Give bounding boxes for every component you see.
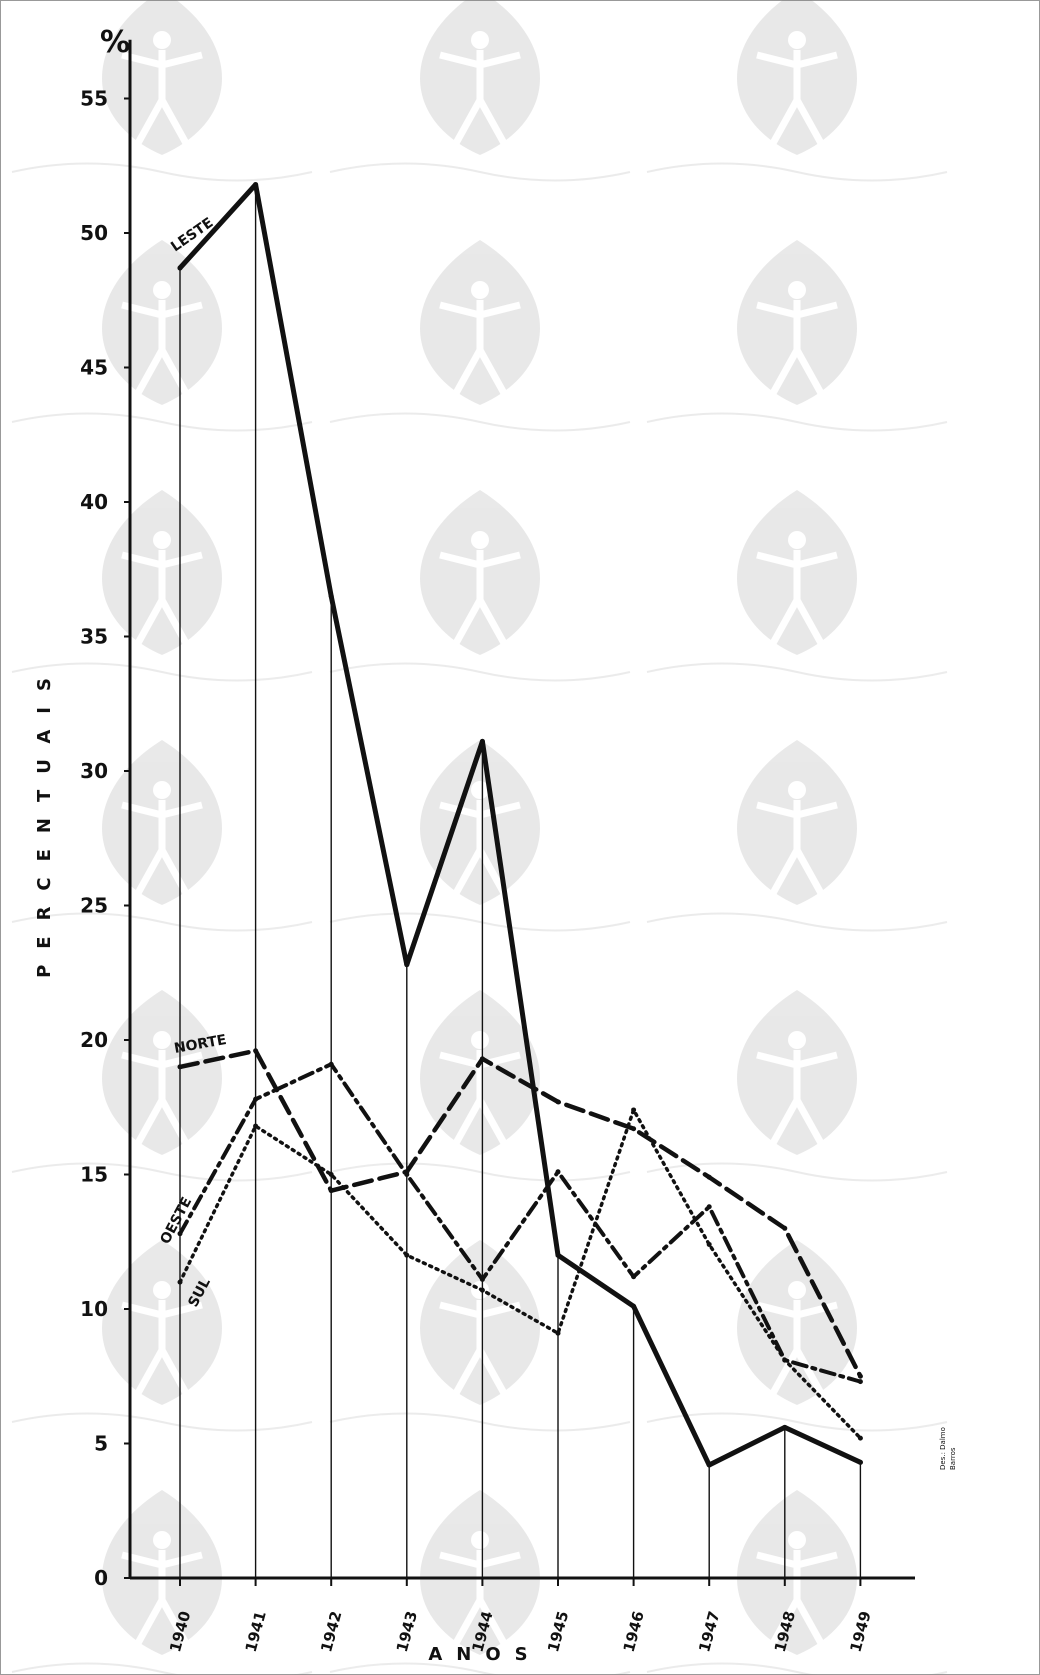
y-tick-label: 40 <box>80 490 108 514</box>
series-line-norte <box>177 1048 863 1379</box>
watermark-layer <box>11 0 948 1675</box>
watermark-leaf-icon <box>329 740 631 932</box>
data-point-leste-1943 <box>404 962 410 968</box>
watermark-leaf-icon <box>11 490 313 682</box>
watermark-leaf-icon <box>11 240 313 432</box>
data-point-sul-1941 <box>253 1123 259 1129</box>
data-point-leste-1948 <box>782 1424 788 1430</box>
watermark-leaf-icon <box>11 0 313 182</box>
watermark-leaf-icon <box>329 1490 631 1675</box>
y-tick-label: 20 <box>80 1028 108 1052</box>
watermark-leaf-icon <box>11 1240 313 1432</box>
data-point-sul-1943 <box>404 1252 410 1258</box>
data-point-sul-1949 <box>857 1435 863 1441</box>
series-line-sul <box>178 1108 863 1440</box>
watermark-leaf-icon <box>646 1490 948 1675</box>
series-lines <box>177 182 863 1468</box>
data-point-sul-1945 <box>555 1330 561 1336</box>
data-point-sul-1948 <box>782 1357 788 1363</box>
watermark-leaf-icon <box>646 240 948 432</box>
credit-note: Des.: Dalmo Barros <box>939 1427 957 1470</box>
data-point-norte-1949 <box>857 1373 863 1379</box>
credit-line: Des.: Dalmo <box>939 1427 947 1470</box>
data-point-norte-1947 <box>706 1174 712 1180</box>
data-point-leste-1947 <box>706 1462 712 1468</box>
watermark-leaf-icon <box>329 0 631 182</box>
data-point-leste-1945 <box>555 1252 561 1258</box>
y-tick-label: 5 <box>94 1432 108 1456</box>
data-point-norte-1944 <box>479 1056 485 1062</box>
data-point-sul-1947 <box>706 1241 712 1247</box>
data-point-oeste-1941 <box>253 1096 259 1102</box>
data-point-norte-1948 <box>782 1225 788 1231</box>
data-point-oeste-1946 <box>631 1274 637 1280</box>
y-tick-label: 25 <box>80 894 108 918</box>
data-point-norte-1940 <box>177 1064 183 1070</box>
watermark-leaf-icon <box>11 990 313 1182</box>
y-tick-label: 35 <box>80 625 108 649</box>
grid-lines <box>179 182 862 1578</box>
data-point-sul-1940 <box>177 1279 183 1285</box>
watermark-leaf-icon <box>329 990 631 1182</box>
watermark-leaf-icon <box>646 740 948 932</box>
y-tick-label: 10 <box>80 1297 108 1321</box>
data-point-leste-1941 <box>253 182 259 188</box>
watermark-leaf-icon <box>11 740 313 932</box>
y-tick-label: 45 <box>80 356 108 380</box>
data-point-oeste-1944 <box>479 1276 485 1282</box>
y-tick-label: 0 <box>94 1566 108 1590</box>
data-point-oeste-1947 <box>706 1204 712 1210</box>
data-point-leste-1949 <box>857 1459 863 1465</box>
y-tick-label: 55 <box>80 87 108 111</box>
data-point-leste-1944 <box>479 738 485 744</box>
series-line-leste <box>177 182 863 1468</box>
data-point-oeste-1949 <box>857 1379 863 1385</box>
data-point-norte-1945 <box>555 1099 561 1105</box>
watermark-leaf-icon <box>11 1490 313 1675</box>
y-tick-label: 15 <box>80 1163 108 1187</box>
data-point-oeste-1945 <box>555 1169 561 1175</box>
data-point-norte-1942 <box>328 1188 334 1194</box>
series-line-oeste <box>178 1062 863 1384</box>
data-point-leste-1942 <box>328 593 334 599</box>
watermark-leaf-icon <box>646 0 948 182</box>
credit-line: Barros <box>949 1447 957 1470</box>
data-point-oeste-1940 <box>177 1231 183 1237</box>
data-point-sul-1946 <box>631 1107 637 1113</box>
watermark-leaf-icon <box>329 490 631 682</box>
y-unit-label: % <box>100 25 130 60</box>
watermark-leaf-icon <box>329 240 631 432</box>
data-point-oeste-1942 <box>328 1061 334 1067</box>
data-point-leste-1946 <box>631 1303 637 1309</box>
data-point-norte-1946 <box>631 1126 637 1132</box>
data-point-sul-1942 <box>328 1172 334 1177</box>
y-axis-title: PERCENTUAIS <box>34 662 55 978</box>
watermark-leaf-icon <box>646 490 948 682</box>
y-tick-label: 30 <box>80 759 108 783</box>
data-point-leste-1940 <box>177 265 183 271</box>
data-point-oeste-1943 <box>404 1172 410 1177</box>
data-point-norte-1941 <box>253 1048 259 1054</box>
y-tick-label: 50 <box>80 221 108 245</box>
watermark-leaf-icon <box>646 1240 948 1432</box>
x-axis-title: ANOS <box>428 1644 541 1665</box>
data-point-sul-1944 <box>479 1287 485 1293</box>
